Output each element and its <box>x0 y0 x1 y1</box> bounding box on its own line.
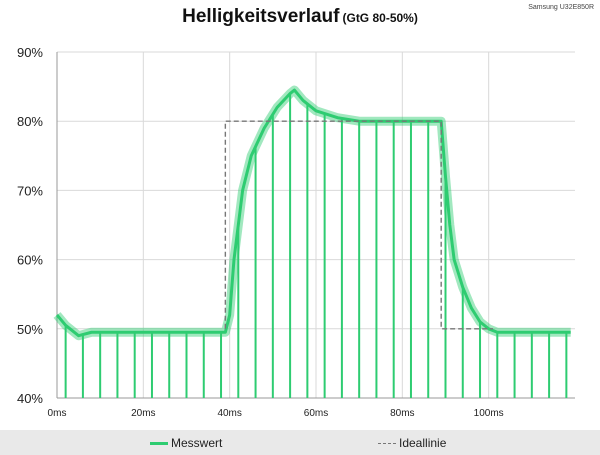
legend-swatch-ideallinie <box>378 442 396 444</box>
x-tick-label: 80ms <box>390 408 414 419</box>
x-tick-label: 0ms <box>48 408 67 419</box>
monitor-model-label: Samsung U32E850R <box>528 4 594 11</box>
legend-label-ideallinie: Ideallinie <box>399 436 447 450</box>
measured-series-line <box>55 88 571 338</box>
x-tick-label: 60ms <box>304 408 328 419</box>
chart-subtitle: (GtG 80-50%) <box>342 11 418 25</box>
x-tick-label: 100ms <box>474 408 504 419</box>
legend: Messwert Ideallinie <box>0 430 600 455</box>
measured-noise-band <box>53 85 571 341</box>
y-tick-label: 80% <box>17 114 43 129</box>
y-tick-label: 70% <box>17 183 43 198</box>
legend-item-messwert: Messwert <box>150 436 222 450</box>
chart-title-main: Helligkeitsverlauf <box>182 6 340 27</box>
y-tick-label: 90% <box>17 45 43 60</box>
x-tick-label: 20ms <box>131 408 155 419</box>
y-tick-label: 40% <box>17 391 43 406</box>
ideal-series-line <box>224 120 493 330</box>
y-tick-label: 60% <box>17 253 43 268</box>
legend-item-ideallinie: Ideallinie <box>378 436 446 450</box>
legend-swatch-messwert <box>150 441 168 445</box>
x-tick-label: 40ms <box>217 408 241 419</box>
y-tick-label: 50% <box>17 322 43 337</box>
legend-label-messwert: Messwert <box>171 436 223 450</box>
line-chart: 40% 50% 60% 70% 80% 90% 0ms 20ms 40ms 60ms 80ms 100… <box>17 45 575 419</box>
chart-title: Helligkeitsverlauf (GtG 80-50%) <box>0 6 600 28</box>
